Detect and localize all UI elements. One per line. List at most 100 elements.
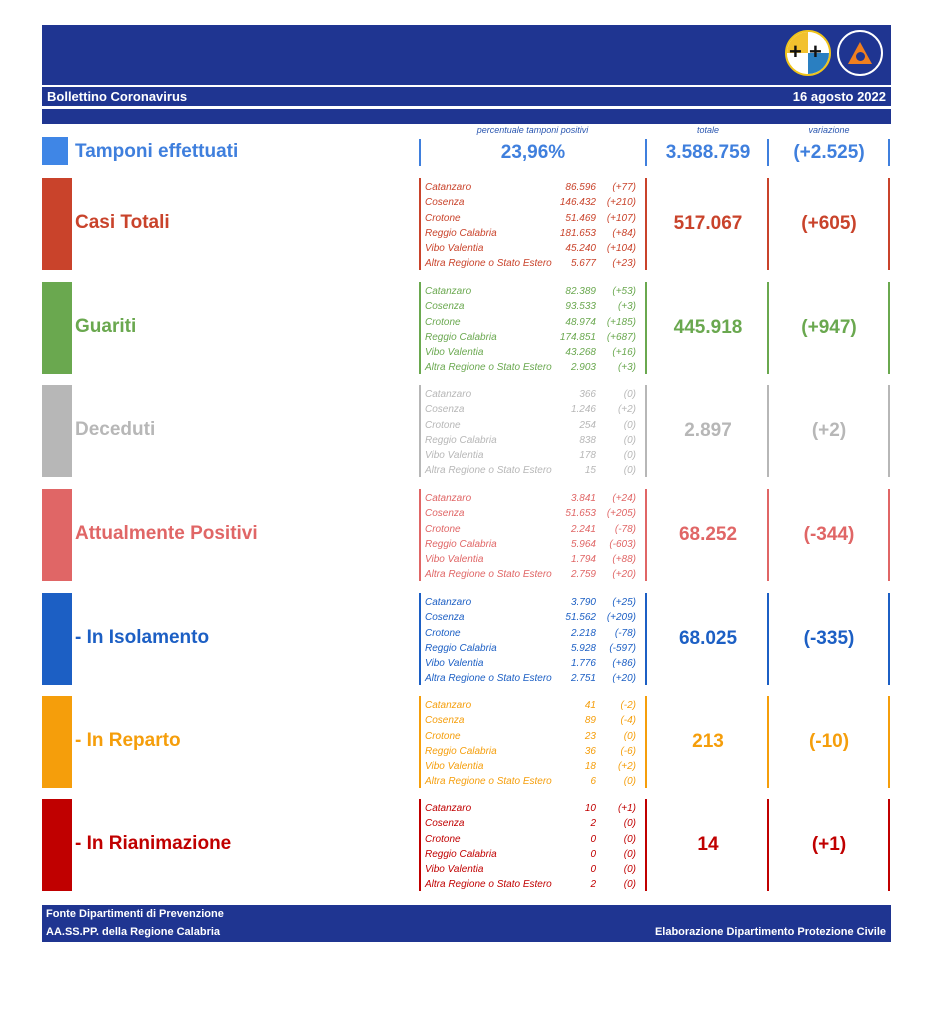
- province-row: Vibo Valentia 178 (0): [425, 448, 640, 463]
- province-row: Reggio Calabria 5.928 (-597): [425, 641, 640, 656]
- province-value: 51.469: [565, 212, 596, 224]
- province-row: Altra Regione o Stato Estero 5.677 (+23): [425, 256, 640, 271]
- tamponi-title: Tamponi effettuati: [75, 141, 239, 162]
- footer-source: Fonte Dipartimenti di Prevenzione: [46, 908, 224, 920]
- province-value: 2.751: [570, 673, 596, 685]
- province-delta: (+104): [606, 243, 636, 255]
- province-name: Vibo Valentia: [425, 243, 484, 255]
- province-row: Reggio Calabria 174.851 (+687): [425, 330, 640, 345]
- province-delta: (+3): [617, 362, 636, 374]
- province-value: 5.677: [570, 258, 596, 270]
- stat-block: - In Rianimazione Catanzaro 10 (+1) Cosenza 2…: [0, 799, 937, 892]
- province-row: Vibo Valentia 18 (+2): [425, 759, 640, 774]
- province-name: Reggio Calabria: [425, 434, 497, 446]
- province-value: 2: [590, 818, 596, 830]
- province-value: 6: [590, 776, 596, 788]
- province-delta: (-603): [609, 538, 636, 550]
- category-color-square: [42, 178, 72, 270]
- category-title: Casi Totali: [75, 212, 170, 233]
- divider: [767, 282, 769, 374]
- province-delta: (+1): [617, 803, 636, 814]
- divider: [419, 139, 421, 166]
- category-title: - In Isolamento: [75, 627, 210, 648]
- province-list: Catanzaro 366 (0) Cosenza 1.246 (+2) Crotone 25…: [425, 387, 640, 479]
- province-delta: (-2): [620, 700, 636, 711]
- province-value: 3.790: [570, 597, 596, 608]
- tamponi-percent: 23,96%: [500, 142, 566, 163]
- province-row: Cosenza 1.246 (+2): [425, 402, 640, 417]
- province-delta: (+185): [606, 316, 636, 328]
- province-row: Cosenza 93.533 (+3): [425, 299, 640, 314]
- divider: [888, 385, 890, 477]
- footer-bar: Fonte Dipartimenti di Prevenzione AA.SS.…: [42, 905, 891, 942]
- province-list: Catanzaro 86.596 (+77) Cosenza 146.432 (+210)…: [425, 180, 640, 272]
- divider: [645, 385, 647, 477]
- stat-block: Attualmente Positivi Catanzaro 3.841 (+24) C…: [0, 489, 937, 582]
- province-row: Crotone 48.974 (+185): [425, 315, 640, 330]
- province-row: Vibo Valentia 1.794 (+88): [425, 552, 640, 567]
- province-value: 254: [579, 419, 596, 431]
- province-delta: (-4): [620, 715, 636, 727]
- province-value: 3.841: [570, 493, 596, 504]
- province-delta: (+107): [606, 212, 636, 224]
- province-value: 838: [579, 434, 596, 446]
- province-row: Vibo Valentia 1.776 (+86): [425, 656, 640, 671]
- province-name: Crotone: [425, 833, 461, 845]
- province-row: Reggio Calabria 0 (0): [425, 847, 640, 862]
- divider: [645, 489, 647, 581]
- province-row: Altra Regione o Stato Estero 15 (0): [425, 463, 640, 478]
- province-name: Reggio Calabria: [425, 745, 497, 757]
- province-delta: (+3): [617, 301, 636, 313]
- province-delta: (0): [623, 879, 636, 891]
- stat-block: Casi Totali Catanzaro 86.596 (+77) Cosenza 14…: [0, 178, 937, 271]
- province-value: 93.533: [565, 301, 596, 313]
- divider: [767, 489, 769, 581]
- province-name: Catanzaro: [425, 700, 472, 711]
- province-name: Catanzaro: [425, 803, 472, 814]
- divider: [767, 139, 769, 166]
- province-delta: (0): [623, 864, 636, 876]
- province-row: Altra Regione o Stato Estero 2.759 (+20): [425, 567, 640, 582]
- province-value: 5.928: [570, 642, 596, 654]
- province-name: Cosenza: [425, 715, 465, 727]
- province-row: Catanzaro 82.389 (+53): [425, 284, 640, 299]
- province-delta: (-78): [614, 523, 636, 535]
- calabria-region-logo: + +: [785, 30, 831, 76]
- province-value: 1.246: [570, 404, 596, 416]
- stat-block: - In Isolamento Catanzaro 3.790 (+25) Cosenz…: [0, 593, 937, 686]
- column-header-percent: percentuale tamponi positivi: [476, 125, 589, 135]
- province-name: Cosenza: [425, 197, 465, 209]
- category-title: - In Reparto: [75, 730, 181, 751]
- category-title: Attualmente Positivi: [75, 523, 258, 544]
- province-delta: (0): [623, 434, 636, 446]
- province-value: 178: [579, 450, 596, 462]
- stat-block: Guariti Catanzaro 82.389 (+53) Cosenza 93.533…: [0, 282, 937, 375]
- province-delta: (0): [623, 833, 636, 845]
- province-row: Altra Regione o Stato Estero 6 (0): [425, 774, 640, 789]
- province-name: Altra Regione o Stato Estero: [425, 673, 552, 685]
- category-color-square: [42, 385, 72, 477]
- tamponi-total: 3.588.759: [665, 142, 751, 163]
- province-row: Cosenza 51.653 (+205): [425, 506, 640, 521]
- category-total: 517.067: [673, 213, 743, 234]
- province-value: 2.759: [570, 569, 596, 581]
- province-value: 23: [584, 730, 596, 742]
- bulletin-title: Bollettino Coronavirus: [47, 89, 188, 104]
- divider: [888, 282, 890, 374]
- province-delta: (+77): [612, 182, 636, 193]
- province-name: Catanzaro: [425, 286, 472, 297]
- divider: [419, 178, 421, 270]
- divider: [419, 385, 421, 477]
- province-value: 5.964: [570, 538, 596, 550]
- province-delta: (0): [623, 450, 636, 462]
- province-row: Cosenza 89 (-4): [425, 713, 640, 728]
- province-name: Altra Regione o Stato Estero: [425, 776, 552, 788]
- province-row: Crotone 2.241 (-78): [425, 522, 640, 537]
- category-total: 445.918: [673, 317, 743, 338]
- province-row: Crotone 23 (0): [425, 729, 640, 744]
- province-delta: (0): [623, 730, 636, 742]
- category-variation: (+2): [811, 420, 847, 441]
- province-row: Reggio Calabria 36 (-6): [425, 744, 640, 759]
- province-value: 2.218: [570, 627, 596, 639]
- province-value: 0: [590, 833, 596, 845]
